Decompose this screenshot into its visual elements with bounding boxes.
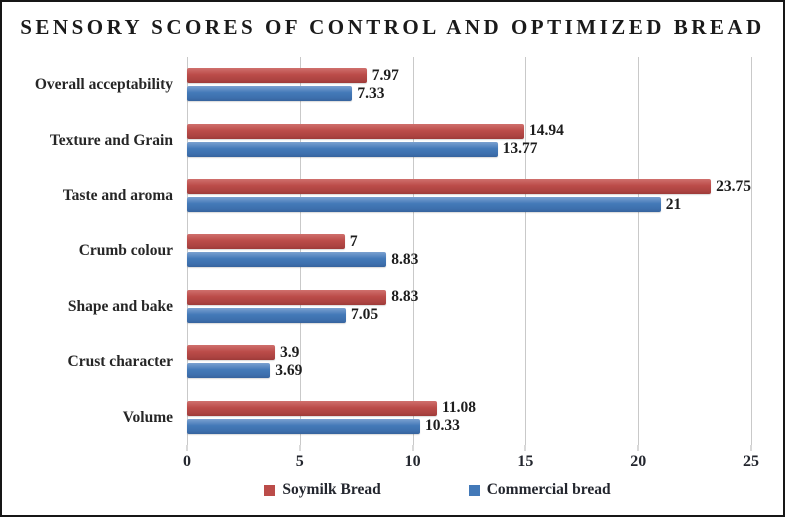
axis-tick-label: 15	[517, 453, 534, 470]
bar-commercial-bread	[187, 307, 347, 323]
value-label: 10.33	[425, 417, 460, 435]
category-label: Volume	[122, 408, 173, 426]
axis-tick-label: 20	[630, 453, 647, 470]
barline-commercial-bread: 7.05	[187, 306, 751, 324]
value-label: 3.69	[275, 361, 303, 379]
bars-group: 14.94 13.77	[187, 122, 751, 158]
axis-tick-label: 5	[295, 453, 304, 470]
category-label: Crumb colour	[78, 242, 173, 260]
axis-tick-label: 0	[183, 453, 191, 470]
value-label: 7.97	[371, 66, 399, 84]
bars-group: 7.97 7.33	[187, 66, 751, 102]
bar-soymilk-bread	[187, 234, 345, 250]
category-label: Crust character	[67, 353, 173, 371]
barline-commercial-bread: 8.83	[187, 250, 751, 268]
axis-tick	[299, 445, 301, 451]
bars-group: 23.75 21	[187, 177, 751, 213]
bar-soymilk-bread	[187, 123, 525, 139]
value-label: 8.83	[391, 288, 419, 306]
gridline-5	[299, 57, 301, 445]
bar-commercial-bread	[187, 418, 421, 434]
legend-item-soymilk-bread: Soymilk Bread	[264, 481, 381, 499]
category-row-texture-and-grain: Texture and Grain 14.94 13.77	[2, 112, 783, 167]
value-label: 7.33	[357, 84, 385, 102]
axis-tick	[637, 445, 639, 451]
gridlines-layer	[187, 57, 752, 445]
bar-soymilk-bread	[187, 400, 437, 416]
category-row-crust-character: Crust character 3.9 3.69	[2, 334, 783, 389]
barline-soymilk-bread: 14.94	[187, 122, 751, 140]
barline-soymilk-bread: 8.83	[187, 288, 751, 306]
bar-soymilk-bread	[187, 68, 367, 84]
barline-commercial-bread: 21	[187, 195, 751, 213]
gridline-15	[525, 57, 527, 445]
value-label: 23.75	[716, 177, 751, 195]
axis-tick	[186, 445, 188, 451]
barline-commercial-bread: 13.77	[187, 140, 751, 158]
legend-swatch	[264, 484, 276, 496]
value-label: 11.08	[441, 399, 476, 417]
bar-commercial-bread	[187, 363, 271, 379]
bar-commercial-bread	[187, 141, 498, 157]
gridline-10	[412, 57, 414, 445]
category-label: Overall acceptability	[34, 76, 173, 94]
category-row-crumb-colour: Crumb colour 7 8.83	[2, 223, 783, 278]
bar-commercial-bread	[187, 86, 353, 102]
gridline-25	[751, 57, 752, 445]
gridline-0	[187, 57, 188, 445]
bars-group: 7 8.83	[187, 232, 751, 268]
barline-commercial-bread: 7.33	[187, 84, 751, 102]
bar-soymilk-bread	[187, 345, 275, 361]
value-label: 7	[349, 232, 358, 250]
bars-group: 3.9 3.69	[187, 343, 751, 379]
value-label: 13.77	[502, 140, 538, 158]
barline-soymilk-bread: 23.75	[187, 177, 751, 195]
bar-soymilk-bread	[187, 289, 387, 305]
bars-group: 11.08 10.33	[187, 399, 751, 435]
barline-soymilk-bread: 7	[187, 232, 751, 250]
axis-tick-label: 10	[404, 453, 421, 470]
barline-commercial-bread: 10.33	[187, 417, 751, 435]
axis-tick-label: 25	[743, 453, 759, 470]
value-label: 14.94	[529, 122, 564, 140]
bar-rows: Overall acceptability 7.97 7.33 Texture and…	[2, 57, 783, 445]
bar-commercial-bread	[187, 252, 387, 268]
category-row-taste-and-aroma: Taste and aroma 23.75 21	[2, 168, 783, 223]
category-label: Taste and aroma	[62, 187, 173, 205]
category-label: Texture and Grain	[49, 131, 173, 149]
barline-commercial-bread: 3.69	[187, 361, 751, 379]
legend-label: Commercial bread	[486, 481, 611, 498]
axis-tick	[524, 445, 526, 451]
legend-label: Soymilk Bread	[282, 481, 381, 498]
bar-soymilk-bread	[187, 179, 712, 195]
gridline-20	[638, 57, 640, 445]
axis-tick	[750, 445, 752, 451]
bar-commercial-bread	[187, 197, 661, 213]
x-axis: 0 5 10 15 20 25	[183, 445, 759, 477]
value-label: 3.9	[279, 343, 300, 361]
category-row-shape-and-bake: Shape and bake 8.83 7.05	[2, 279, 783, 334]
value-label: 21	[665, 195, 682, 213]
value-label: 8.83	[391, 250, 419, 268]
barline-soymilk-bread: 11.08	[187, 399, 751, 417]
value-label: 7.05	[351, 306, 379, 324]
category-row-volume: Volume 11.08 10.33	[2, 390, 783, 445]
legend-swatch	[468, 484, 480, 496]
barline-soymilk-bread: 7.97	[187, 66, 751, 84]
category-label: Shape and bake	[67, 297, 173, 315]
category-row-overall-acceptability: Overall acceptability 7.97 7.33	[2, 57, 783, 112]
plot-area: Overall acceptability 7.97 7.33 Texture and…	[2, 57, 783, 445]
chart-title: SENSORY SCORES OF CONTROL AND OPTIMIZED …	[20, 15, 765, 39]
legend: Soymilk Bread Commercial bread	[2, 481, 783, 499]
axis-tick	[412, 445, 414, 451]
legend-item-commercial-bread: Commercial bread	[468, 481, 611, 499]
bars-group: 8.83 7.05	[187, 288, 751, 324]
barline-soymilk-bread: 3.9	[187, 343, 751, 361]
